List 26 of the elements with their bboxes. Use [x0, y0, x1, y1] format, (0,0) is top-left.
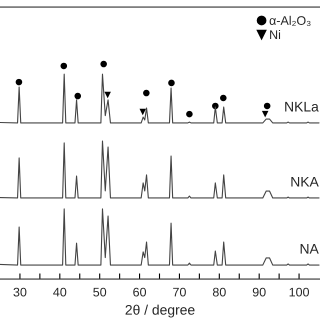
- point: [186, 110, 193, 118]
- x-tick-label: 30: [13, 288, 26, 297]
- series-label: NKA: [291, 176, 319, 186]
- point: [220, 94, 227, 102]
- x-tick-label: 90: [252, 288, 266, 297]
- x-tick-label: 80: [212, 288, 226, 297]
- x-tick-label: 60: [133, 288, 146, 297]
- point: [60, 62, 68, 70]
- point: [100, 60, 107, 68]
- point: [139, 108, 146, 116]
- series-label: NA: [300, 244, 319, 254]
- x-tick-label: 70: [173, 288, 186, 297]
- point: [262, 110, 268, 118]
- legend-label: α-Al₂O₃: [270, 16, 311, 26]
- series-label: NKLa: [285, 102, 319, 112]
- point: [104, 92, 111, 98]
- point: [168, 80, 175, 86]
- x-tick-label: 100: [290, 288, 310, 297]
- point: [143, 90, 150, 96]
- x-tick-label: 50: [93, 288, 106, 297]
- x-axis-title: 2θ / degree: [126, 304, 195, 318]
- point: [16, 78, 22, 86]
- x-tick-label: 40: [53, 288, 66, 297]
- point: [264, 102, 270, 110]
- legend-label: Ni: [270, 30, 280, 39]
- point: [74, 92, 82, 100]
